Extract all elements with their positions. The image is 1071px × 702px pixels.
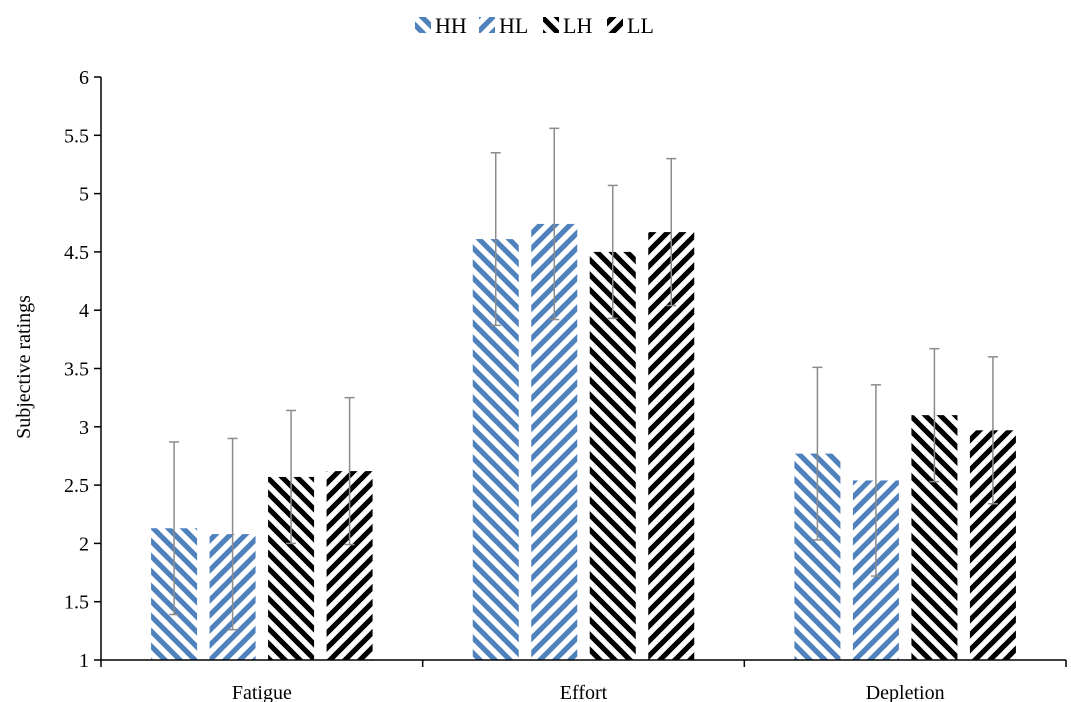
y-tick-label: 5.5: [64, 125, 89, 147]
legend-label: LL: [627, 13, 654, 38]
y-axis-title: Subjective ratings: [13, 295, 35, 439]
x-category-label: Fatigue: [232, 682, 292, 702]
error-bar-ll-fatigue: [344, 396, 355, 546]
y-tick-label: 4.5: [64, 242, 89, 264]
x-category-label: Effort: [560, 682, 608, 702]
y-tick-label: 1: [79, 650, 89, 672]
error-bar-hl-effort: [549, 127, 560, 321]
legend-label: LH: [563, 13, 592, 38]
legend-label: HL: [499, 13, 528, 38]
x-category-label: Depletion: [866, 682, 945, 702]
y-axis: 1 1.5 2 2.5 3 3.5 4 4.5 5 5.5 6: [64, 67, 102, 672]
y-tick-label: 2.5: [64, 475, 89, 497]
legend-swatch: [607, 17, 623, 33]
error-bars: [169, 127, 998, 631]
legend-entry-lh: LH: [543, 13, 592, 38]
error-bar-hh-effort: [490, 152, 501, 327]
y-tick-label: 1.5: [64, 592, 89, 614]
legend-swatch: [543, 17, 559, 33]
y-tick-label: 3: [79, 417, 89, 439]
legend-swatch: [415, 17, 431, 33]
error-bar-lh-fatigue: [286, 409, 297, 545]
y-tick-label: 2: [79, 533, 89, 555]
bar-lh-effort: [589, 251, 636, 660]
error-bar-lh-effort: [607, 184, 618, 320]
error-bar-ll-effort: [666, 157, 677, 307]
legend-entry-ll: LL: [607, 13, 654, 38]
legend-entry-hl: HL: [479, 13, 528, 38]
y-tick-label: 3.5: [64, 359, 89, 381]
y-tick-label: 6: [79, 67, 89, 89]
legend-label: HH: [435, 13, 467, 38]
x-axis: Fatigue Effort Depletion: [100, 659, 1067, 702]
y-tick-label: 5: [79, 184, 89, 206]
y-tick-label: 4: [79, 300, 89, 322]
legend: HH HL LH LL: [415, 13, 654, 38]
legend-entry-hh: HH: [415, 13, 467, 38]
error-bar-lh-depletion: [929, 347, 940, 483]
bars: [151, 223, 1016, 660]
error-bar-ll-depletion: [987, 356, 998, 505]
legend-swatch: [479, 17, 495, 33]
error-bar-hl-fatigue: [227, 437, 238, 631]
error-bar-hl-depletion: [870, 384, 881, 577]
error-bar-hh-fatigue: [169, 441, 180, 616]
error-bar-hh-depletion: [812, 366, 823, 541]
